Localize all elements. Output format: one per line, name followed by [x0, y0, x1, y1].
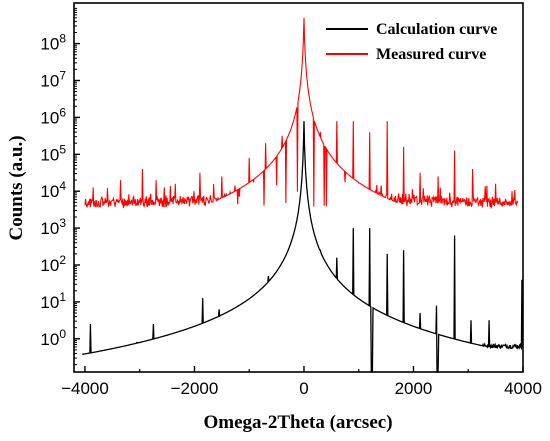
y-tick-label: 108 — [40, 32, 66, 54]
x-tick-label: 4000 — [504, 379, 542, 398]
x-axis-title: Omega-2Theta (arcsec) — [203, 412, 392, 433]
series-line-measured — [84, 17, 519, 210]
y-tick-label: 100 — [40, 327, 66, 349]
series-layer — [82, 17, 524, 373]
x-tick-label: −4000 — [61, 379, 109, 398]
legend: Calculation curve Measured curve — [326, 21, 497, 63]
x-axis: −4000 −2000 0 2000 4000 — [61, 366, 542, 398]
y-axis-title: Counts (a.u.) — [6, 135, 27, 240]
plot-frame — [73, 2, 524, 373]
y-tick-label: 103 — [40, 216, 66, 238]
y-tick-label: 101 — [40, 290, 66, 312]
y-tick-label: 105 — [40, 142, 66, 164]
legend-label-calculation: Calculation curve — [376, 21, 497, 38]
legend-label-measured: Measured curve — [376, 46, 486, 63]
series-line-calculation — [82, 121, 524, 373]
y-tick-label: 106 — [40, 105, 66, 127]
x-tick-label: 2000 — [395, 379, 433, 398]
y-tick-label: 104 — [40, 179, 66, 201]
x-tick-label: 0 — [299, 379, 308, 398]
y-tick-label: 107 — [40, 68, 66, 90]
y-tick-label: 102 — [40, 253, 66, 275]
x-tick-label: −2000 — [171, 379, 219, 398]
y-axis: 100 101 102 103 104 105 106 107 108 — [40, 7, 80, 366]
